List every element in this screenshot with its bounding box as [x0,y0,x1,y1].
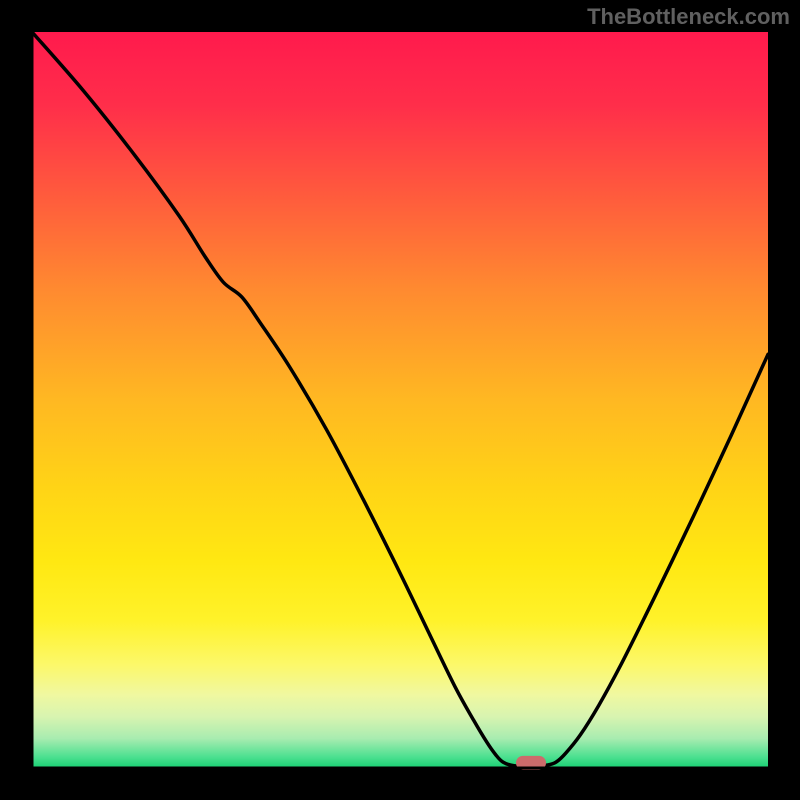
watermark-text: TheBottleneck.com [587,4,790,30]
bottleneck-chart [0,0,800,800]
chart-background [32,32,768,768]
